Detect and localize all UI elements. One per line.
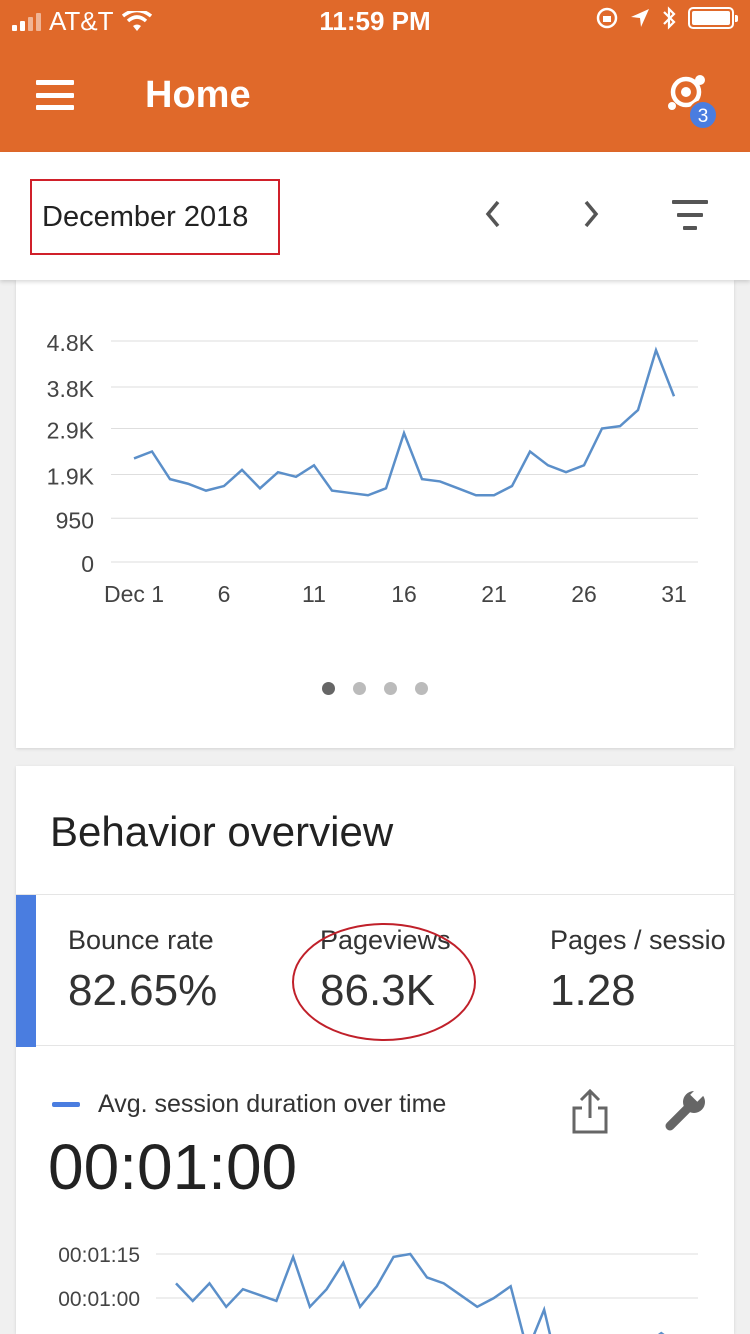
- wrench-icon[interactable]: [662, 1086, 710, 1134]
- x-tick-label: 16: [391, 581, 417, 607]
- metric-pages-per-session[interactable]: Pages / sessio 1.28: [550, 925, 726, 1016]
- y-tick-label: 00:01:00: [58, 1288, 140, 1311]
- x-tick-label: 26: [571, 581, 597, 607]
- highlight-circle: [292, 923, 476, 1041]
- metric-value: 82.65%: [68, 966, 218, 1015]
- y-tick-label: 00:01:15: [58, 1244, 140, 1267]
- notification-button[interactable]: 3: [664, 70, 720, 130]
- status-bar: AT&T 11:59 PM: [0, 0, 750, 42]
- orientation-lock-icon: [596, 7, 618, 29]
- x-tick-label: Dec 1: [104, 581, 164, 607]
- chevron-left-icon[interactable]: [472, 192, 516, 236]
- signal-icon: [12, 12, 41, 31]
- y-tick-label: 0: [81, 551, 94, 577]
- legend-swatch: [52, 1102, 80, 1107]
- session-duration-chart: 00:01:15 00:01:00: [58, 1244, 698, 1334]
- x-tick-label: 6: [218, 581, 231, 607]
- date-selector-bar: December 2018: [0, 152, 750, 280]
- y-tick-label: 3.8K: [47, 376, 95, 402]
- page-title: Home: [145, 74, 251, 116]
- metric-value: 1.28: [550, 966, 636, 1015]
- series-line: [133, 346, 676, 497]
- traffic-chart-card: 0 950 1.9K 2.9K 3.8K 4.8K Dec 1 6 11 16 21 26 31: [16, 280, 734, 748]
- x-tick-label: 21: [481, 581, 507, 607]
- selected-metric-indicator: [16, 895, 36, 1047]
- menu-icon[interactable]: [36, 80, 74, 110]
- chevron-right-icon[interactable]: [568, 192, 612, 236]
- chart-legend: Avg. session duration over time: [52, 1090, 446, 1119]
- date-range-label: December 2018: [42, 201, 249, 233]
- battery-icon: [688, 7, 738, 29]
- page-dot-4[interactable]: [415, 682, 428, 695]
- notification-badge: 3: [688, 100, 718, 130]
- location-icon: [631, 9, 649, 27]
- metrics-row: Bounce rate 82.65% Pageviews 86.3K Pages…: [16, 894, 734, 1047]
- status-time: 11:59 PM: [319, 6, 431, 36]
- metric-label: Bounce rate: [68, 925, 214, 955]
- series-line: [175, 1252, 665, 1334]
- page-indicator: [16, 682, 734, 695]
- carrier-label: AT&T: [49, 6, 114, 36]
- legend-label: Avg. session duration over time: [98, 1090, 447, 1118]
- notification-icon: [668, 75, 705, 110]
- page-dot-1[interactable]: [322, 682, 335, 695]
- section-title: Behavior overview: [50, 808, 394, 855]
- bluetooth-icon: [663, 6, 676, 30]
- behavior-overview-card: Behavior overview Bounce rate 82.65% Pag…: [16, 766, 734, 1334]
- traffic-line-chart: 0 950 1.9K 2.9K 3.8K 4.8K Dec 1 6 11 16 21 26 31: [47, 330, 698, 607]
- wifi-icon: [121, 10, 152, 31]
- share-icon[interactable]: [570, 1088, 610, 1134]
- app-bar: Home 3: [0, 42, 750, 152]
- y-tick-label: 4.8K: [47, 330, 95, 356]
- x-tick-label: 11: [302, 581, 326, 607]
- date-range-selector[interactable]: December 2018: [30, 179, 280, 255]
- metric-label: Pages / sessio: [550, 925, 726, 955]
- page-dot-3[interactable]: [384, 682, 397, 695]
- metric-bounce-rate[interactable]: Bounce rate 82.65%: [68, 925, 217, 1016]
- y-tick-label: 2.9K: [47, 417, 95, 443]
- y-tick-label: 950: [56, 507, 94, 533]
- page-dot-2[interactable]: [353, 682, 366, 695]
- x-tick-label: 31: [661, 581, 687, 607]
- metric-big-value: 00:01:00: [48, 1131, 298, 1203]
- y-tick-label: 1.9K: [47, 464, 95, 490]
- filter-icon[interactable]: [670, 200, 710, 230]
